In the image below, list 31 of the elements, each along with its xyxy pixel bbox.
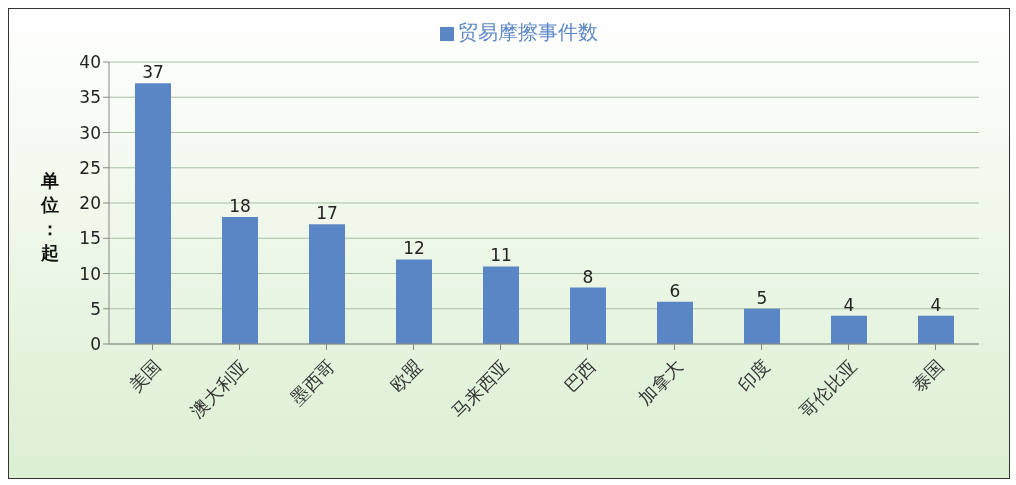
data-label: 37 [142, 62, 164, 83]
x-tick-label: 巴西 [559, 355, 600, 396]
y-tick-label: 35 [79, 87, 101, 108]
x-tick-label: 印度 [733, 355, 774, 396]
y-tick-label: 30 [79, 122, 101, 143]
x-tick-label: 澳大利亚 [186, 355, 252, 422]
y-tick-label: 20 [79, 193, 101, 214]
y-tick-label: 10 [79, 263, 101, 284]
y-tick-label: 25 [79, 157, 101, 178]
y-axis-title: 单位：起 [39, 169, 60, 265]
y-tick-label: 15 [79, 228, 101, 249]
data-label: 5 [756, 287, 768, 308]
y-tick-label: 0 [90, 334, 101, 355]
y-tick-label: 40 [79, 52, 101, 73]
data-label: 4 [930, 294, 942, 315]
x-tick-label: 泰国 [907, 355, 948, 396]
x-tick-label: 加拿大 [633, 355, 687, 409]
data-label: 12 [403, 238, 425, 259]
x-tick-label: 欧盟 [385, 355, 426, 396]
data-label: 4 [843, 294, 855, 315]
x-tick-label: 马来西亚 [447, 355, 513, 422]
data-label: 17 [316, 203, 338, 224]
x-tick-label: 墨西哥 [285, 355, 339, 409]
x-tick-label: 美国 [124, 355, 165, 396]
x-tick-label: 哥伦比亚 [795, 355, 861, 422]
y-tick-label: 5 [90, 298, 101, 319]
data-label: 6 [669, 280, 681, 301]
data-label: 18 [229, 196, 251, 217]
legend-label: 贸易摩擦事件数 [458, 20, 598, 44]
data-label: 8 [582, 266, 594, 287]
data-label: 11 [490, 245, 512, 266]
